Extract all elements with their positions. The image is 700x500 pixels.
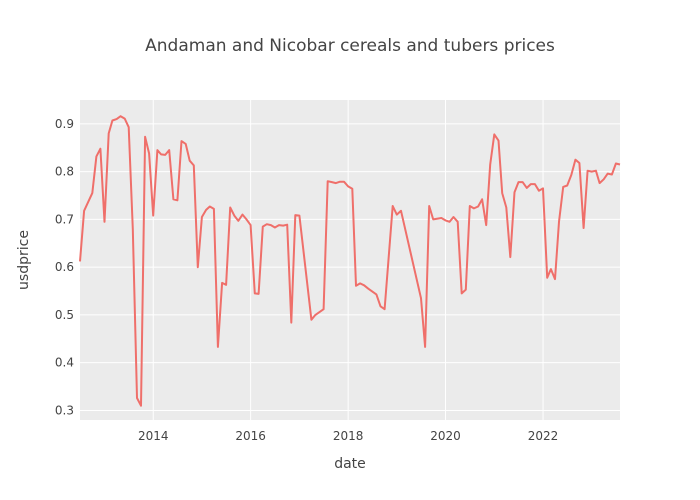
y-tick-label: 0.8 (55, 165, 74, 179)
x-tick-label: 2018 (333, 429, 364, 443)
y-tick-label: 0.4 (55, 356, 74, 370)
y-tick-label: 0.5 (55, 308, 74, 322)
x-tick-label: 2016 (235, 429, 266, 443)
x-tick-label: 2022 (528, 429, 559, 443)
x-tick-label: 2014 (138, 429, 169, 443)
series-line (79, 115, 621, 407)
y-tick-label: 0.7 (55, 212, 74, 226)
y-tick-label: 0.9 (55, 117, 74, 131)
y-axis-title: usdprice (16, 230, 32, 290)
series-group (79, 115, 621, 407)
y-axis-ticks: 0.3 0.4 0.5 0.6 0.7 0.8 0.9 (55, 117, 74, 418)
y-tick-label: 0.3 (55, 403, 74, 417)
x-tick-label: 2020 (430, 429, 461, 443)
plot-area (80, 100, 620, 420)
y-tick-label: 0.6 (55, 260, 74, 274)
x-gridlines (152, 100, 544, 420)
x-axis-ticks: 2014 2016 2018 2020 2022 (138, 429, 558, 443)
x-axis-title: date (334, 456, 366, 472)
chart-title: Andaman and Nicobar cereals and tubers p… (145, 36, 555, 56)
y-gridlines (80, 123, 620, 411)
